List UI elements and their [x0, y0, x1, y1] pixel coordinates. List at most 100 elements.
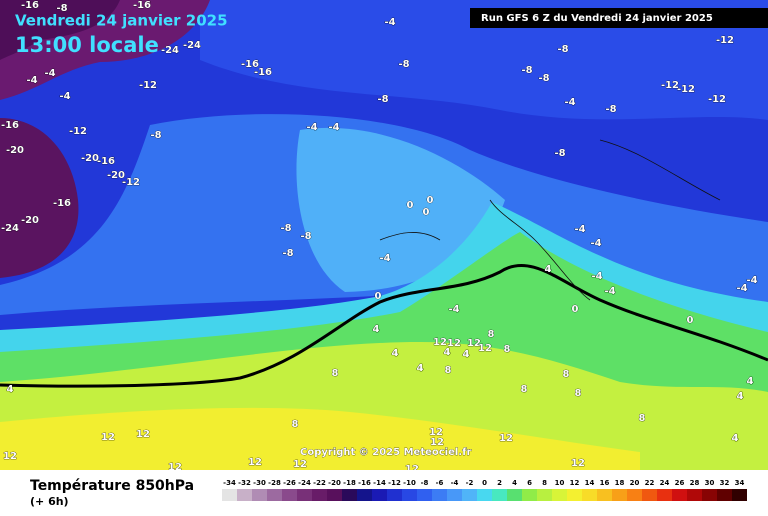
contour-label: -4 — [328, 122, 339, 133]
legend-subtitle: (+ 6h) — [30, 495, 69, 508]
scale-cell — [552, 489, 567, 501]
contour-label: -16 — [21, 0, 39, 11]
contour-label: -24 — [183, 40, 201, 51]
contour-label: 4 — [373, 324, 380, 335]
contour-label: 4 — [737, 391, 744, 402]
scale-cell — [702, 489, 717, 501]
contour-label: 8 — [563, 369, 570, 380]
run-info: Run GFS 6 Z du Vendredi 24 janvier 2025 — [481, 13, 713, 24]
contour-label: -4 — [44, 68, 55, 79]
date: Vendredi 24 janvier 2025 — [15, 12, 228, 30]
scale-label: 24 — [660, 479, 670, 487]
scale-cell — [342, 489, 357, 501]
contour-label: -4 — [574, 224, 585, 235]
scale-cell — [492, 489, 507, 501]
contour-label: 0 — [427, 195, 434, 206]
scale-label: 8 — [542, 479, 547, 487]
contour-label: -4 — [604, 286, 615, 297]
contour-label: 8 — [332, 368, 339, 379]
contour-label: -8 — [538, 73, 549, 84]
contour-label: 0 — [407, 200, 414, 211]
contour-label: -4 — [26, 75, 37, 86]
scale-label: -26 — [283, 479, 296, 487]
scale-label: -18 — [343, 479, 356, 487]
contour-label: -20 — [6, 145, 24, 156]
contour-label: 4 — [463, 349, 470, 360]
contour-label: 8 — [488, 329, 495, 340]
scale-label: 18 — [615, 479, 625, 487]
scale-label: -28 — [268, 479, 281, 487]
scale-label: 14 — [585, 479, 595, 487]
contour-label: -12 — [122, 177, 140, 188]
contour-label: -8 — [521, 65, 532, 76]
color-scale: -34 -32 -30 -28 -26 -24 -22 -20 -18 -16 -14 -12 -10-… — [222, 479, 747, 501]
contour-label: -8 — [150, 130, 161, 141]
scale-label: -24 — [298, 479, 311, 487]
scale-cell — [642, 489, 657, 501]
scale-label: 2 — [497, 479, 502, 487]
contour-label: 12 — [467, 338, 481, 349]
scale-cell — [627, 489, 642, 501]
contour-label: -16 — [241, 59, 259, 70]
scale-cell — [657, 489, 672, 501]
contour-label: -8 — [377, 94, 388, 105]
scale-cell — [417, 489, 432, 501]
contour-label: -20 — [107, 170, 125, 181]
contour-label: 8 — [504, 344, 511, 355]
contour-label: -8 — [56, 3, 67, 14]
scale-label: -8 — [421, 479, 429, 487]
scale-label: 28 — [690, 479, 700, 487]
contour-label: 8 — [292, 419, 299, 430]
contour-label: 12 — [136, 429, 150, 440]
contour-label: -16 — [97, 156, 115, 167]
contour-label: -16 — [53, 198, 71, 209]
contour-label: 12 — [499, 433, 513, 444]
scale-label: -22 — [313, 479, 326, 487]
contour-label: 0 — [423, 207, 430, 218]
scale-cell — [507, 489, 522, 501]
contour-label: -4 — [384, 17, 395, 28]
scale-cell — [432, 489, 447, 501]
contour-label: -8 — [280, 223, 291, 234]
contour-label: -8 — [282, 248, 293, 259]
scale-label: 4 — [512, 479, 517, 487]
scale-label: 34 — [735, 479, 745, 487]
scale-label: 32 — [720, 479, 730, 487]
scale-label: 0 — [482, 479, 487, 487]
contour-label: 4 — [392, 348, 399, 359]
contour-label: 12 — [429, 427, 443, 438]
scale-label: 6 — [527, 479, 532, 487]
contour-label: 12 — [405, 464, 419, 475]
contour-label: 8 — [575, 388, 582, 399]
scale-label: 30 — [705, 479, 715, 487]
scale-label: -12 — [388, 479, 401, 487]
contour-label: 8 — [639, 413, 646, 424]
contour-label: 12 — [248, 457, 262, 468]
scale-cell — [597, 489, 612, 501]
scale-label: 20 — [630, 479, 640, 487]
scale-cell — [732, 489, 747, 501]
contour-label: 12 — [447, 338, 461, 349]
scale-cell — [297, 489, 312, 501]
scale-label: -14 — [373, 479, 386, 487]
contour-label: -8 — [554, 148, 565, 159]
contour-label: -16 — [1, 120, 19, 131]
scale-cell — [387, 489, 402, 501]
contour-label: 4 — [7, 384, 14, 395]
contour-label: 0 — [375, 291, 382, 302]
scale-cell — [402, 489, 417, 501]
temperature-field — [0, 0, 768, 470]
contour-label: 4 — [747, 376, 754, 387]
contour-label: -24 — [1, 223, 19, 234]
contour-label: 12 — [168, 462, 182, 473]
scale-cell — [327, 489, 342, 501]
contour-label: 0 — [572, 304, 579, 315]
contour-label: -4 — [590, 238, 601, 249]
contour-label: -4 — [59, 91, 70, 102]
scale-cell — [717, 489, 732, 501]
scale-label: 16 — [600, 479, 610, 487]
contour-label: 12 — [478, 343, 492, 354]
contour-label: 4 — [417, 363, 424, 374]
scale-label: -2 — [466, 479, 474, 487]
contour-label: -4 — [746, 275, 757, 286]
